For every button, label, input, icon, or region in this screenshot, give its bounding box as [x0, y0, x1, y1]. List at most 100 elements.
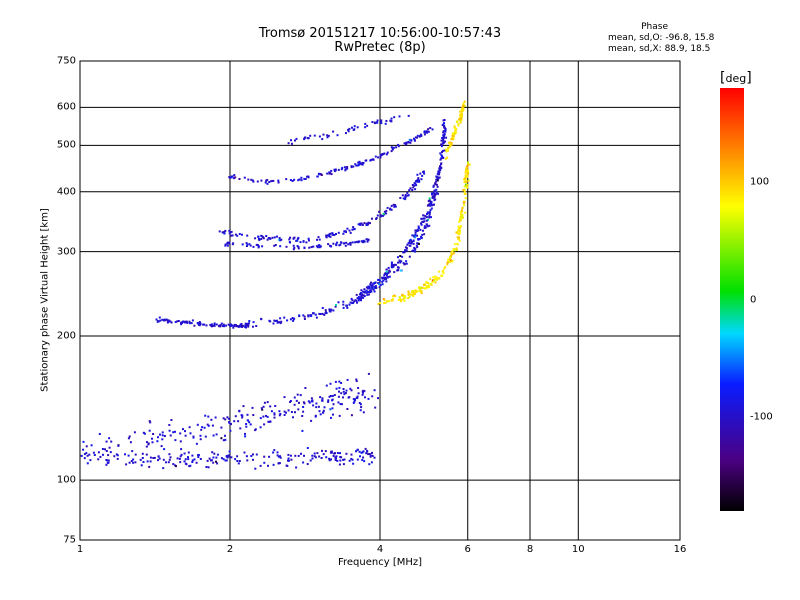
echo-point	[461, 108, 464, 111]
echo-point	[202, 323, 205, 326]
x-tick-label: 4	[376, 544, 384, 555]
echo-point	[187, 456, 189, 459]
echo-point	[132, 461, 135, 464]
echo-point	[451, 138, 454, 141]
echo-point	[267, 237, 270, 240]
echo-point	[234, 458, 237, 461]
echo-point	[269, 420, 272, 423]
echo-point	[273, 244, 276, 247]
echo-point	[461, 210, 464, 213]
echo-point	[255, 243, 258, 246]
echo-point	[300, 176, 303, 179]
echo-point	[449, 143, 452, 146]
echo-point	[287, 459, 290, 462]
echo-point	[314, 456, 317, 459]
echo-point	[453, 126, 456, 129]
echo-point	[262, 405, 265, 408]
echo-point	[191, 461, 194, 463]
echo-point	[461, 115, 463, 118]
echo-point	[162, 458, 165, 461]
echo-point	[418, 180, 421, 183]
echo-point	[379, 156, 382, 159]
echo-point	[374, 285, 377, 288]
echo-point	[290, 139, 292, 142]
echo-point	[330, 458, 332, 461]
echo-point	[387, 266, 390, 269]
echo-point	[361, 393, 364, 396]
echo-point	[369, 289, 372, 292]
echo-point	[270, 180, 273, 183]
echo-point	[459, 213, 462, 216]
echo-point	[412, 294, 415, 297]
echo-point	[227, 417, 230, 420]
echo-point	[399, 298, 402, 300]
echo-point	[412, 186, 415, 189]
echo-point	[392, 265, 395, 268]
echo-point	[141, 457, 144, 459]
echo-point	[342, 303, 345, 306]
echo-point	[429, 204, 431, 207]
echo-point	[371, 217, 373, 220]
echo-point	[453, 249, 456, 252]
echo-point	[263, 423, 266, 426]
echo-point	[460, 119, 463, 122]
echo-point	[279, 455, 281, 458]
echo-point	[366, 124, 369, 127]
echo-point	[82, 440, 85, 443]
echo-point	[459, 110, 462, 113]
echo-point	[442, 269, 445, 272]
echo-point	[355, 378, 358, 381]
echo-point	[364, 447, 367, 450]
echo-point	[448, 257, 451, 260]
echo-point	[411, 234, 414, 237]
echo-point	[283, 396, 286, 399]
echo-point	[252, 325, 254, 328]
echo-point	[316, 175, 319, 178]
echo-point	[149, 456, 152, 459]
echo-point	[331, 233, 334, 236]
echo-point	[461, 206, 464, 209]
echo-point	[184, 458, 187, 461]
echo-point	[463, 190, 466, 193]
echo-point	[304, 387, 307, 389]
echo-point	[420, 178, 423, 181]
echo-point	[367, 221, 370, 224]
echo-point	[430, 216, 432, 219]
echo-point	[416, 246, 419, 249]
echo-point	[278, 414, 281, 417]
echo-point	[336, 241, 339, 244]
echo-point	[276, 235, 278, 238]
echo-point	[261, 408, 264, 411]
echo-point	[131, 450, 134, 453]
echo-point	[218, 325, 220, 328]
echo-point	[362, 294, 365, 297]
echo-point	[230, 230, 233, 233]
echo-point	[216, 453, 219, 456]
echo-point	[463, 177, 466, 180]
echo-point	[307, 400, 310, 403]
echo-point	[239, 427, 242, 430]
echo-point	[269, 237, 272, 240]
echo-point	[277, 455, 280, 458]
echo-point	[339, 243, 342, 246]
echo-point	[397, 145, 400, 148]
echo-point	[268, 319, 271, 322]
echo-point	[176, 457, 179, 460]
echo-point	[347, 396, 350, 399]
echo-point	[368, 463, 371, 466]
echo-point	[106, 459, 108, 462]
echo-point	[248, 243, 251, 246]
echo-point	[349, 243, 352, 246]
echo-point	[296, 239, 299, 242]
echo-point	[342, 232, 345, 235]
colorbar-tick-label: 100	[750, 176, 770, 188]
echo-point	[331, 232, 334, 235]
echo-point	[310, 419, 313, 422]
echo-point	[233, 174, 236, 177]
echo-point	[423, 283, 426, 286]
echo-point	[85, 445, 88, 448]
echo-point	[365, 286, 368, 289]
echo-point	[325, 312, 328, 315]
echo-point	[410, 242, 413, 245]
